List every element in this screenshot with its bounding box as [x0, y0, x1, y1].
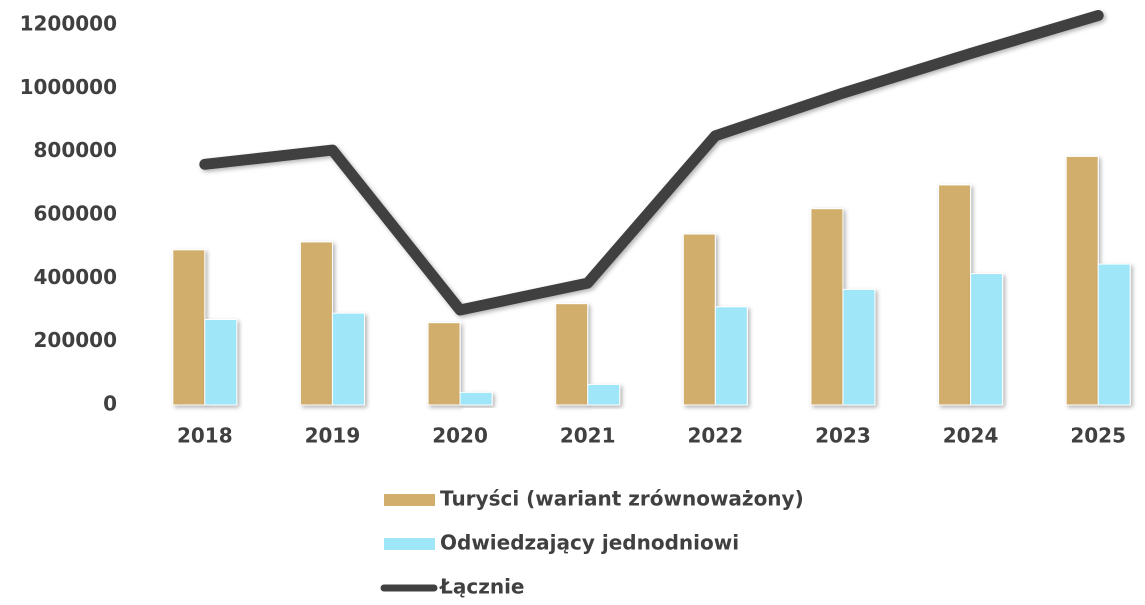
x-tick-label: 2022 — [687, 424, 743, 448]
bar — [204, 319, 238, 406]
legend-label: Turyści (wariant zrównoważony) — [440, 487, 804, 511]
bar — [970, 273, 1004, 406]
bar — [682, 233, 716, 406]
bar — [172, 249, 206, 406]
bar — [331, 312, 365, 406]
line — [199, 10, 1104, 316]
bar — [299, 241, 333, 406]
bar — [810, 208, 844, 406]
legend-swatch — [384, 538, 435, 550]
bar — [1097, 263, 1131, 406]
y-tick-label: 800000 — [34, 138, 118, 162]
y-tick-label: 1000000 — [20, 75, 117, 99]
bar — [427, 322, 461, 406]
x-tick-label: 2018 — [177, 424, 233, 448]
y-tick-label: 200000 — [34, 328, 118, 352]
y-tick-label: 600000 — [34, 202, 118, 226]
y-tick-label: 1200000 — [20, 12, 117, 36]
bar — [938, 184, 972, 406]
x-tick-label: 2024 — [943, 424, 999, 448]
x-tick-label: 2019 — [305, 424, 361, 448]
bar — [1065, 155, 1099, 406]
legend-label: Łącznie — [439, 575, 525, 599]
x-tick-label: 2020 — [432, 424, 488, 448]
bar — [842, 288, 876, 406]
y-tick-label: 400000 — [34, 265, 118, 289]
bar — [459, 391, 493, 406]
x-tick-label: 2025 — [1070, 424, 1126, 448]
legend-swatch — [384, 494, 435, 506]
bar — [587, 383, 621, 406]
y-tick-label: 0 — [103, 392, 117, 416]
bar — [714, 306, 748, 406]
bar — [555, 303, 589, 406]
x-tick-label: 2021 — [560, 424, 616, 448]
legend-label: Odwiedzający jednodniowi — [440, 531, 739, 555]
x-tick-label: 2023 — [815, 424, 871, 448]
